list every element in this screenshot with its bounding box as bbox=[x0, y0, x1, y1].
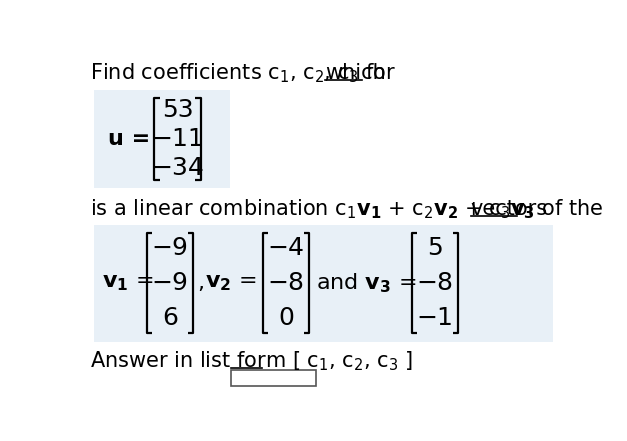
Text: Answer in list form [ $\mathregular{c_1}$, $\mathregular{c_2}$, $\mathregular{c_: Answer in list form [ $\mathregular{c_1}… bbox=[90, 349, 413, 373]
FancyBboxPatch shape bbox=[94, 90, 229, 188]
Text: 5: 5 bbox=[427, 236, 443, 260]
FancyBboxPatch shape bbox=[231, 370, 316, 385]
Text: which: which bbox=[325, 63, 386, 83]
Text: −8: −8 bbox=[416, 271, 453, 295]
Text: −9: −9 bbox=[151, 271, 188, 295]
Text: $\mathbf{v_1}$ =: $\mathbf{v_1}$ = bbox=[102, 273, 153, 293]
Text: 53: 53 bbox=[162, 98, 193, 123]
Text: −9: −9 bbox=[151, 236, 188, 260]
Text: −8: −8 bbox=[268, 271, 305, 295]
Text: u =: u = bbox=[108, 129, 150, 149]
Text: is a linear combination $\mathregular{c_1}$$\mathbf{v_1}$ + $\mathregular{c_2}$$: is a linear combination $\mathregular{c_… bbox=[90, 198, 604, 221]
Text: −34: −34 bbox=[151, 156, 204, 180]
Text: −1: −1 bbox=[416, 306, 453, 330]
Text: and $\mathbf{v_3}$ =: and $\mathbf{v_3}$ = bbox=[315, 271, 416, 295]
Text: $\mathbf{v_2}$ =: $\mathbf{v_2}$ = bbox=[206, 273, 257, 293]
Text: Find coefficients $\mathregular{c_1}$, $\mathregular{c_2}$, $\mathregular{c_3}$ : Find coefficients $\mathregular{c_1}$, $… bbox=[90, 61, 396, 85]
Text: 6: 6 bbox=[162, 306, 178, 330]
FancyBboxPatch shape bbox=[94, 224, 552, 342]
Text: −4: −4 bbox=[268, 236, 305, 260]
Text: vectors: vectors bbox=[470, 199, 547, 219]
Text: −11: −11 bbox=[151, 127, 204, 151]
Text: 0: 0 bbox=[278, 306, 294, 330]
Text: ,: , bbox=[197, 273, 204, 293]
